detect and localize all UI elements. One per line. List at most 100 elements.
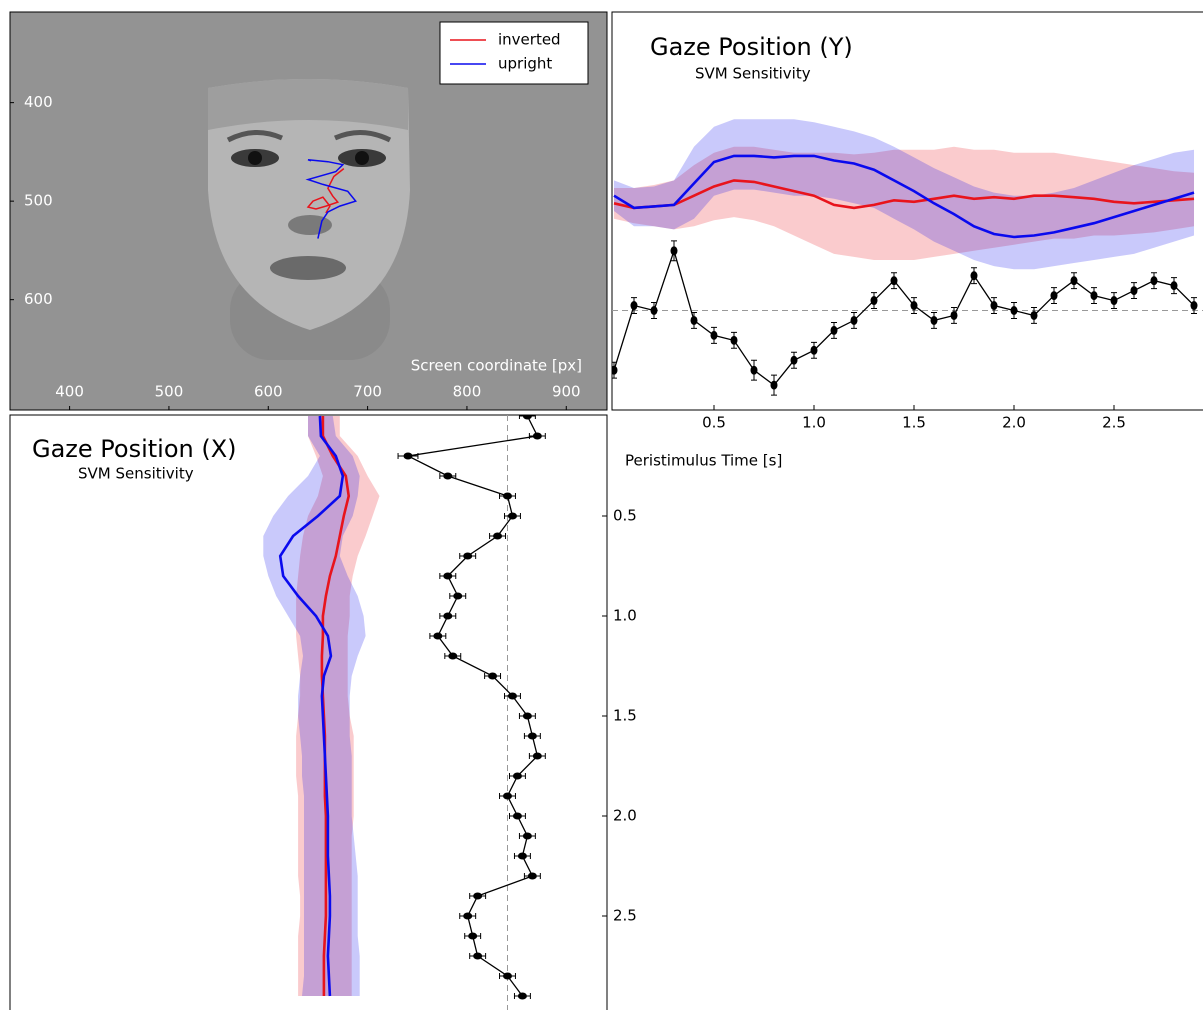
series-line	[613, 179, 1195, 210]
x-tick-label: 500	[155, 383, 184, 401]
data-point	[433, 632, 443, 640]
data-point	[770, 380, 778, 390]
series-line	[613, 154, 1195, 239]
data-point	[690, 315, 698, 325]
data-point	[1030, 310, 1038, 320]
data-point	[507, 692, 517, 700]
y-tick-label: 1.5	[613, 707, 637, 725]
confidence-band	[614, 146, 1194, 260]
x-tick-label: 0.5	[702, 414, 726, 432]
y-tick-label: 500	[24, 192, 53, 210]
data-point	[443, 472, 453, 480]
legend-box	[439, 21, 589, 85]
x-axis-label: Peristimulus Time [s]	[625, 452, 782, 470]
data-point	[1190, 301, 1198, 311]
legend-label: inverted	[498, 31, 561, 49]
x-tick-label: 2.0	[1002, 414, 1026, 432]
chart-title: Gaze Position (Y)	[650, 33, 853, 61]
data-point	[1150, 276, 1158, 286]
data-point	[890, 276, 898, 286]
data-point	[468, 932, 478, 940]
data-point	[488, 672, 498, 680]
y-tick-label: 600	[24, 290, 53, 308]
data-point	[512, 812, 522, 820]
data-point	[443, 612, 453, 620]
data-point	[870, 296, 878, 306]
data-point	[448, 652, 458, 660]
data-point	[710, 330, 718, 340]
data-point	[790, 355, 798, 365]
chart-subtitle: SVM Sensitivity	[78, 465, 194, 483]
data-point	[473, 952, 483, 960]
confidence-band	[296, 416, 380, 996]
x-tick-label: 400	[55, 383, 84, 401]
data-point	[950, 310, 958, 320]
data-point	[507, 512, 517, 520]
data-point	[1010, 306, 1018, 315]
data-point	[810, 345, 818, 355]
data-point	[730, 335, 738, 345]
legend-label: upright	[498, 55, 552, 73]
data-point	[522, 712, 532, 720]
data-point	[522, 832, 532, 840]
y-tick-label: 2.0	[613, 807, 637, 825]
data-point	[612, 365, 618, 375]
data-point	[532, 432, 542, 440]
x-tick-label: 600	[254, 383, 283, 401]
plot-area	[305, 159, 357, 239]
data-point	[517, 852, 527, 860]
data-point	[403, 452, 413, 460]
x-tick-label: 700	[353, 383, 382, 401]
series-line	[405, 415, 539, 997]
data-point	[1050, 291, 1058, 301]
x-tick-label: 1.0	[802, 414, 826, 432]
y-tick-label: 1.0	[613, 607, 637, 625]
data-point	[650, 306, 658, 315]
data-point	[1090, 291, 1098, 301]
y-tick-label: 0.5	[613, 507, 637, 525]
y-tick-label: 2.5	[613, 907, 637, 925]
panel-frame	[9, 11, 608, 411]
data-point	[990, 301, 998, 311]
data-point	[463, 552, 473, 560]
data-point	[930, 315, 938, 325]
data-point	[1110, 296, 1118, 306]
x-tick-label: 900	[552, 383, 581, 401]
data-point	[670, 246, 678, 256]
data-point	[503, 792, 512, 800]
chart-subtitle: SVM Sensitivity	[695, 65, 811, 83]
data-point	[1070, 276, 1078, 286]
data-point	[970, 271, 978, 281]
data-point	[532, 752, 542, 760]
gaze-trace	[305, 159, 357, 239]
data-point	[910, 301, 918, 311]
data-point	[522, 415, 532, 420]
x-tick-label: 2.5	[1102, 414, 1126, 432]
y-tick-label: 400	[24, 93, 53, 111]
data-point	[850, 315, 858, 325]
data-point	[830, 325, 838, 335]
data-point	[463, 912, 473, 920]
panel-frame	[611, 11, 1203, 411]
x-tick-label: 1.5	[902, 414, 926, 432]
data-point	[517, 992, 527, 1000]
data-point	[453, 592, 463, 600]
data-point	[503, 972, 512, 980]
plot-area	[263, 415, 546, 1010]
data-point	[750, 365, 758, 375]
plot-layer: 400 500 600 700 800 900 400 500 600 Screen coordi…	[10, 21, 1203, 1010]
x-axis-label: Screen coordinate [px]	[411, 357, 582, 375]
data-point	[527, 872, 537, 880]
confidence-band	[263, 416, 366, 996]
data-point	[1130, 286, 1138, 296]
data-point	[630, 301, 638, 311]
data-point	[1170, 281, 1178, 291]
chart-title: Gaze Position (X)	[32, 435, 237, 463]
series-line	[613, 248, 1195, 386]
panel-frame	[9, 414, 608, 1010]
data-point	[473, 892, 483, 900]
series-line	[278, 415, 345, 997]
data-point	[503, 492, 512, 500]
x-tick-label: 800	[453, 383, 482, 401]
